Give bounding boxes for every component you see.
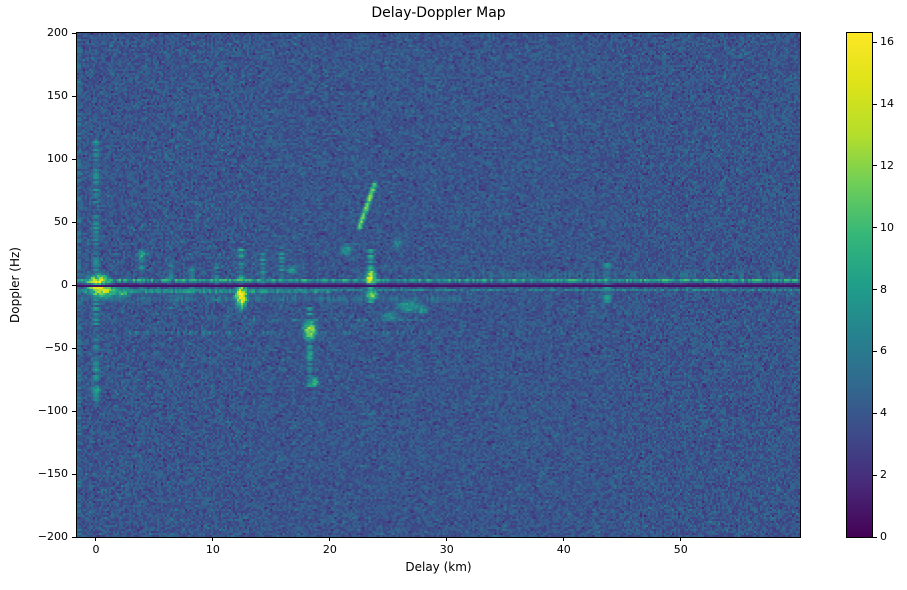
y-tick-label: −50 xyxy=(44,341,68,354)
y-tick-label: 200 xyxy=(47,26,68,39)
x-tick-label: 50 xyxy=(673,543,688,556)
y-tick-mark xyxy=(72,347,76,349)
colorbar-tick-label: 12 xyxy=(880,158,894,172)
colorbar-tick-label: 10 xyxy=(880,220,894,234)
x-tick-mark xyxy=(446,537,448,541)
chart-title: Delay-Doppler Map xyxy=(371,5,506,21)
y-tick-mark xyxy=(72,410,76,412)
colorbar-tick-label: 2 xyxy=(880,468,887,482)
y-tick-label: 0 xyxy=(61,278,68,291)
colorbar-tick-label: 0 xyxy=(880,530,887,543)
x-tick-mark xyxy=(680,537,682,541)
x-tick-mark xyxy=(212,537,214,541)
colorbar-gradient xyxy=(847,33,872,537)
x-tick-label: 40 xyxy=(556,543,571,556)
colorbar-tick-mark xyxy=(873,474,877,476)
colorbar-tick-label: 14 xyxy=(880,97,894,111)
y-tick-label: −200 xyxy=(37,530,68,543)
colorbar-tick-mark xyxy=(873,412,877,414)
colorbar-tick-label: 16 xyxy=(880,35,894,49)
colorbar-tick-label: 8 xyxy=(880,282,887,296)
plot-area xyxy=(76,32,801,538)
y-tick-mark xyxy=(72,473,76,475)
colorbar-tick-mark xyxy=(873,289,877,291)
delay-doppler-heatmap xyxy=(77,33,800,537)
y-tick-label: −100 xyxy=(37,404,68,417)
y-tick-mark xyxy=(72,221,76,223)
x-tick-mark xyxy=(95,537,97,541)
y-tick-mark xyxy=(72,158,76,160)
y-tick-label: 50 xyxy=(54,215,68,228)
x-tick-label: 0 xyxy=(92,543,100,556)
y-tick-label: −150 xyxy=(37,467,68,480)
y-tick-mark xyxy=(72,284,76,286)
x-tick-mark xyxy=(563,537,565,541)
colorbar-tick-mark xyxy=(873,165,877,167)
colorbar-tick-mark xyxy=(873,536,877,538)
colorbar-tick-label: 6 xyxy=(880,344,887,358)
colorbar-tick-mark xyxy=(873,103,877,105)
y-tick-mark xyxy=(72,95,76,97)
y-tick-mark xyxy=(72,32,76,34)
colorbar-tick-mark xyxy=(873,227,877,229)
x-axis-label: Delay (km) xyxy=(405,560,472,574)
colorbar-tick-label: 4 xyxy=(880,406,887,420)
x-tick-mark xyxy=(329,537,331,541)
x-tick-label: 10 xyxy=(205,543,220,556)
x-tick-label: 30 xyxy=(439,543,454,556)
colorbar xyxy=(846,32,873,538)
colorbar-tick-mark xyxy=(873,41,877,43)
x-tick-label: 20 xyxy=(322,543,337,556)
y-axis-label: Doppler (Hz) xyxy=(8,247,22,323)
colorbar-tick-mark xyxy=(873,350,877,352)
y-tick-label: 100 xyxy=(47,152,68,165)
y-tick-label: 150 xyxy=(47,89,68,102)
y-tick-mark xyxy=(72,536,76,538)
